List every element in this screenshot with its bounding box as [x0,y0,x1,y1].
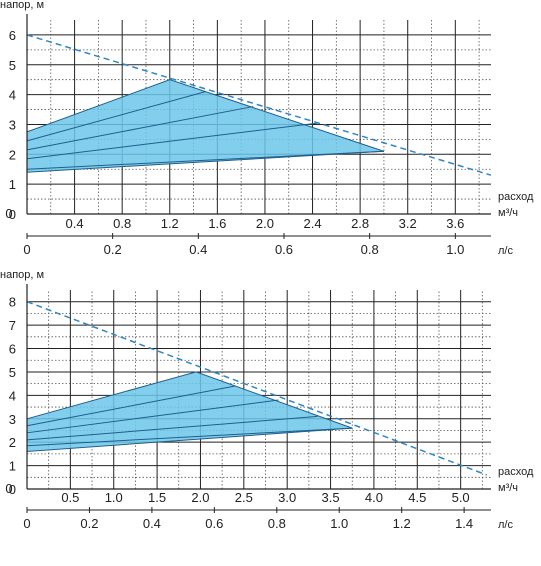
chart-bottom: 0 1 2 3 4 5 6 7 8 напор, м 0 0.5 1.0 1.5 2.0 2.5 3.0 3.5 4… [0,269,534,531]
x-tick-label: 0.5 [61,490,79,505]
x-axis-unit: м³/ч [498,207,518,219]
y-axis-label: напор, м [0,269,44,281]
x-origin-label: 0 [5,481,12,496]
y-tick-label: 5 [9,365,16,380]
x-axis-unit: м³/ч [498,482,518,494]
secondary-x-tick-label: 1.2 [393,516,411,531]
secondary-x-tick-label: 0 [23,242,30,257]
secondary-x-tick-label: 0.6 [205,516,223,531]
x-tick-label: 0.4 [66,216,84,231]
secondary-x-tick-label: 1.4 [455,516,473,531]
y-tick-label: 0 [9,207,16,222]
speed-line-3 [26,122,319,160]
secondary-x-tick-label: 0.8 [268,516,286,531]
x-tick-label: 1.6 [208,216,226,231]
x-tick-label: 3.2 [399,216,417,231]
secondary-x-tick-label: 1.0 [330,516,348,531]
y-tick-label: 8 [9,295,16,310]
y-tick-label: 1 [9,177,16,192]
y-tick-label: 3 [9,117,16,132]
y-tick-label: 1 [9,459,16,474]
secondary-x-tick-label: 0 [23,516,30,531]
secondary-x-unit: л/с [498,245,513,257]
secondary-x-tick-label: 0.2 [104,242,122,257]
speed-line-2 [26,106,254,151]
secondary-x-unit: л/с [498,519,513,531]
x-tick-label: 2.8 [351,216,369,231]
secondary-x-tick-label: 0.4 [143,516,161,531]
speed-line-1 [26,385,236,427]
x-tick-label: 4.5 [408,490,426,505]
max-head-curve [26,34,492,176]
secondary-x-tick-label: 0.8 [361,242,379,257]
y-tick-label: 5 [9,58,16,73]
secondary-x-tick-label: 1.0 [446,242,464,257]
x-tick-label: 3.6 [446,216,464,231]
speed-line-3 [26,415,318,441]
x-tick-label: 4.0 [365,490,383,505]
chart-top: 0 1 2 3 4 5 6 напор, м 0 0.4 0.8 1.2 1.6 2.0 2.4 2.8 3.2… [0,0,534,257]
secondary-x-tick-label: 0.2 [80,516,98,531]
y-tick-label: 2 [9,435,16,450]
y-tick-label: 6 [9,28,16,43]
x-tick-label: 2.0 [191,490,209,505]
speed-line-4 [26,427,353,447]
x-axis-label: расход [498,466,534,478]
x-tick-label: 3.0 [278,490,296,505]
secondary-x-tick-label: 0.6 [275,242,293,257]
secondary-x-tick-label: 0.4 [189,242,207,257]
speed-line-2 [26,399,279,434]
x-tick-label: 0.8 [113,216,131,231]
x-tick-label: 5.0 [452,490,470,505]
x-origin-label: 0 [5,206,12,221]
y-tick-label: 4 [9,388,16,403]
y-tick-label: 4 [9,88,16,103]
y-tick-label: 7 [9,318,16,333]
max-head-curve [26,301,487,476]
x-axis-label: расход [498,191,534,203]
y-tick-label: 6 [9,342,16,357]
x-tick-label: 3.5 [322,490,340,505]
x-tick-label: 2.4 [303,216,321,231]
speed-line-1 [26,91,206,142]
x-tick-label: 2.5 [235,490,253,505]
y-tick-label: 2 [9,147,16,162]
y-axis-label: напор, м [0,0,44,11]
x-tick-label: 1.0 [105,490,123,505]
x-tick-label: 1.5 [148,490,166,505]
x-tick-label: 2.0 [256,216,274,231]
x-tick-label: 1.2 [161,216,179,231]
y-tick-label: 3 [9,412,16,427]
speed-line-4 [26,150,384,170]
y-tick-label: 0 [9,482,16,497]
